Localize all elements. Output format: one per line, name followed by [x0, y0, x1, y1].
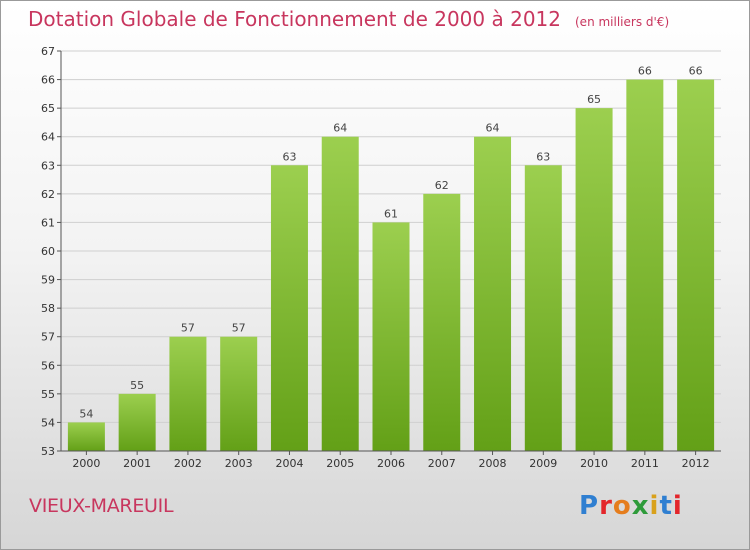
logo-letter: i: [672, 491, 683, 521]
logo-letter: o: [612, 491, 632, 521]
y-tick-label: 57: [41, 331, 55, 344]
bars: 54 55 57 57 63 64 61 62 64 63 65 66 66: [67, 65, 715, 452]
y-tick-label: 58: [41, 302, 55, 315]
x-tick-label: 2001: [123, 457, 151, 470]
data-label: 61: [384, 207, 398, 220]
logo-letter: i: [649, 491, 660, 521]
y-tick-label: 63: [41, 159, 55, 172]
bar: [118, 393, 156, 451]
y-tick-label: 59: [41, 274, 55, 287]
data-label: 55: [130, 379, 144, 392]
logo-letter: r: [599, 491, 613, 521]
y-tick-label: 61: [41, 216, 55, 229]
bar: [321, 136, 359, 451]
y-tick-label: 62: [41, 188, 55, 201]
bar: [524, 165, 562, 452]
logo-letter: x: [631, 491, 650, 521]
y-tick-label: 53: [41, 445, 55, 458]
bar: [270, 165, 308, 452]
data-label: 57: [181, 322, 195, 335]
x-tick-label: 2005: [326, 457, 354, 470]
axes: 53 54 55 56 57 58 59 60 61 62 63 64 65 66 67 2000 2001 20…: [41, 45, 721, 470]
x-tick-label: 2011: [631, 457, 659, 470]
data-label: 63: [282, 150, 296, 163]
data-label: 57: [232, 322, 246, 335]
data-label: 66: [638, 65, 652, 78]
bar: [220, 336, 258, 451]
y-tick-label: 67: [41, 45, 55, 58]
x-tick-label: 2010: [580, 457, 608, 470]
unit-note: (en milliers d'€): [575, 15, 670, 29]
bar: [169, 336, 207, 451]
y-tick-label: 56: [41, 359, 55, 372]
data-label: 66: [689, 65, 703, 78]
x-tick-label: 2008: [479, 457, 507, 470]
bar: [423, 193, 461, 451]
bar: [677, 79, 715, 452]
y-tick-label: 60: [41, 245, 55, 258]
y-tick-label: 65: [41, 102, 55, 115]
bar: [67, 422, 105, 451]
y-tick-label: 66: [41, 74, 55, 87]
bar: [575, 108, 613, 452]
data-label: 64: [333, 122, 347, 135]
chart-title-text: Dotation Globale de Fonctionnement de 20…: [28, 7, 561, 31]
x-tick-label: 2000: [72, 457, 100, 470]
x-tick-label: 2007: [428, 457, 456, 470]
bar: [372, 222, 410, 451]
x-tick-label: 2009: [529, 457, 557, 470]
commune-name: VIEUX-MAREUIL: [29, 495, 174, 517]
y-tick-label: 54: [41, 416, 55, 429]
chart-title: Dotation Globale de Fonctionnement de 20…: [28, 7, 669, 31]
data-label: 64: [486, 122, 500, 135]
y-tick-label: 55: [41, 388, 55, 401]
logo-letter: t: [659, 491, 673, 521]
y-tick-label: 64: [41, 131, 55, 144]
x-tick-label: 2004: [275, 457, 303, 470]
bar: [474, 136, 512, 451]
data-label: 62: [435, 179, 449, 192]
logo-letter: P: [579, 491, 600, 521]
bar: [626, 79, 664, 452]
x-tick-label: 2003: [225, 457, 253, 470]
data-label: 54: [79, 407, 93, 420]
proxiti-logo[interactable]: Proxiti: [579, 491, 683, 521]
data-label: 65: [587, 93, 601, 106]
x-tick-label: 2002: [174, 457, 202, 470]
x-tick-label: 2006: [377, 457, 405, 470]
data-label: 63: [536, 150, 550, 163]
x-tick-label: 2012: [682, 457, 710, 470]
